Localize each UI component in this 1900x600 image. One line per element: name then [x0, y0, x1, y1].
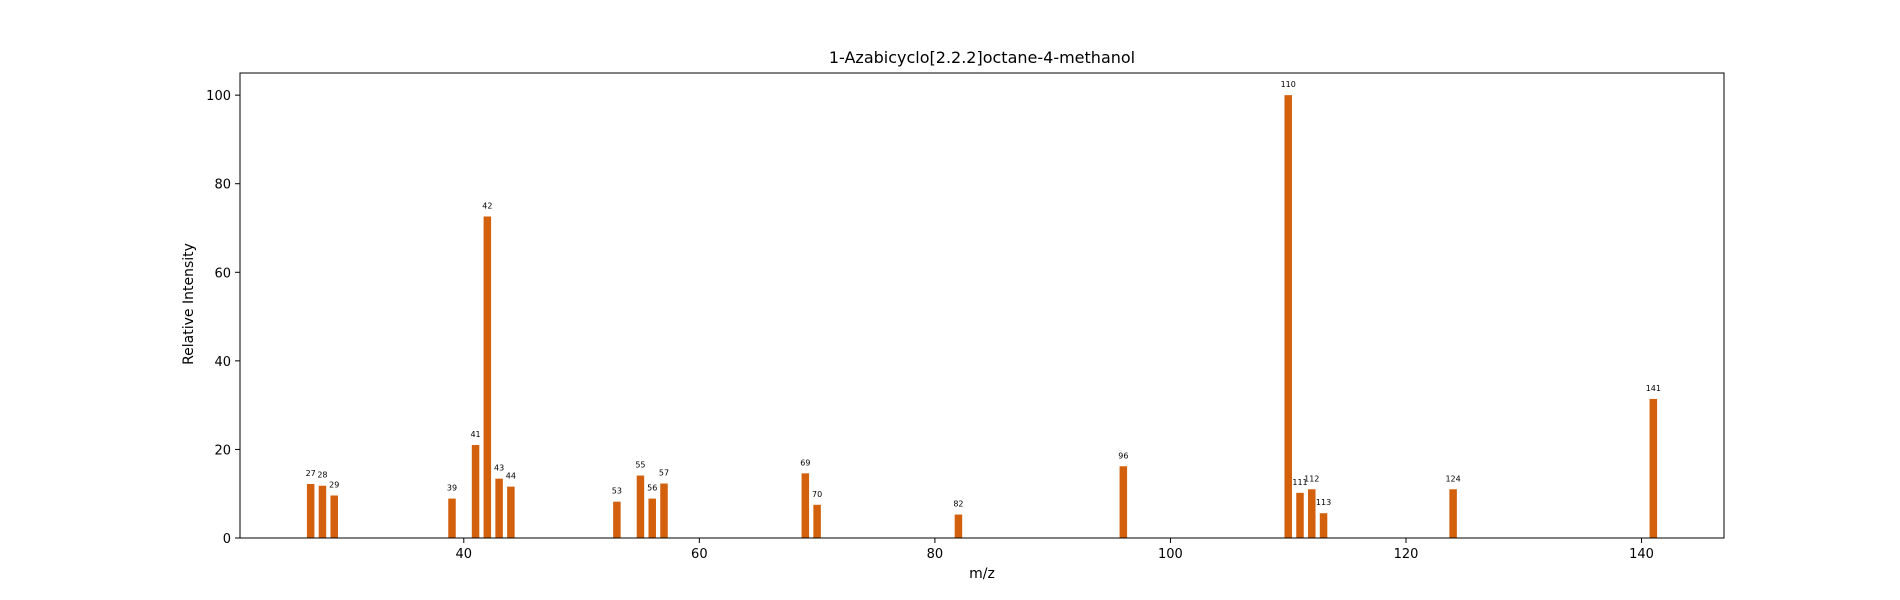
peak-label: 112 — [1304, 474, 1319, 483]
bar-peak-43 — [495, 478, 503, 538]
bar-peak-124 — [1449, 489, 1457, 538]
peak-label: 27 — [306, 469, 316, 478]
peak-label: 69 — [800, 458, 810, 467]
y-tick-label: 20 — [214, 443, 231, 458]
bar-peak-53 — [613, 501, 621, 538]
bar-peak-28 — [318, 485, 327, 538]
peak-label: 55 — [635, 461, 645, 470]
x-axis-label: m/z — [969, 566, 995, 582]
bar-peak-27 — [306, 483, 315, 538]
peak-label: 41 — [470, 430, 480, 439]
bar-peak-111 — [1296, 492, 1304, 538]
bar-peak-41 — [471, 445, 480, 538]
peak-label: 39 — [447, 484, 457, 493]
y-tick-label: 0 — [223, 532, 231, 547]
peak-label: 43 — [494, 464, 504, 473]
peak-label: 70 — [812, 490, 822, 499]
peak-label: 82 — [953, 500, 963, 509]
y-tick-label: 60 — [214, 266, 231, 281]
bar-peak-141 — [1649, 398, 1658, 538]
peak-label: 42 — [482, 201, 492, 210]
peak-label: 44 — [506, 472, 516, 481]
bar-peak-113 — [1319, 513, 1328, 538]
bar-peak-112 — [1308, 489, 1316, 538]
peak-label: 29 — [329, 480, 339, 489]
bar-peak-110 — [1284, 95, 1292, 539]
peak-label: 141 — [1646, 384, 1661, 393]
bar-peak-29 — [330, 495, 338, 538]
y-tick-label: 80 — [214, 178, 231, 193]
bar-peak-69 — [801, 473, 810, 538]
bar-peak-55 — [636, 475, 645, 538]
bar-peak-96 — [1119, 466, 1128, 538]
bar-peak-39 — [448, 498, 456, 538]
peak-label: 53 — [612, 487, 622, 496]
x-tick-label: 60 — [691, 547, 708, 562]
chart-title: 1-Azabicyclo[2.2.2]octane-4-methanol — [829, 48, 1135, 67]
x-tick-label: 80 — [927, 547, 944, 562]
peak-label: 56 — [647, 484, 657, 493]
x-tick-label: 40 — [456, 547, 473, 562]
peak-label: 28 — [317, 471, 327, 480]
peak-label: 96 — [1118, 451, 1128, 460]
bar-peak-56 — [648, 498, 656, 538]
bar-peak-57 — [660, 483, 668, 538]
peak-label: 110 — [1281, 80, 1296, 89]
peak-label: 124 — [1445, 474, 1460, 483]
y-axis-label: Relative Intensity — [181, 243, 197, 365]
y-tick-label: 40 — [214, 355, 231, 370]
bar-peak-82 — [954, 514, 963, 538]
peak-label: 113 — [1316, 498, 1331, 507]
peak-label: 57 — [659, 469, 669, 478]
x-tick-label: 100 — [1158, 547, 1183, 562]
y-tick-label: 100 — [206, 89, 231, 104]
x-tick-label: 140 — [1629, 547, 1654, 562]
x-tick-label: 120 — [1394, 547, 1419, 562]
bar-peak-44 — [507, 486, 515, 538]
peak-label: 111 — [1292, 478, 1307, 487]
bar-peak-70 — [813, 504, 821, 538]
plot-frame — [239, 72, 1725, 539]
bar-peak-42 — [483, 216, 492, 538]
